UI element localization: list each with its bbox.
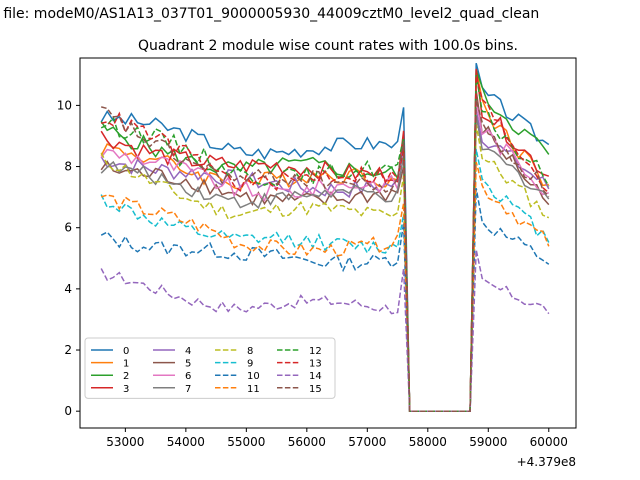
series-line-8 [100,124,550,412]
series-line-6 [100,100,549,412]
legend-label: 15 [309,384,322,395]
legend-label: 13 [309,359,322,370]
legend-label: 14 [309,371,322,382]
x-tick-label: 56000 [288,435,326,449]
series-line-9 [100,149,550,412]
y-tick-label: 0 [64,404,72,418]
y-tick-label: 4 [64,282,72,296]
legend-box [84,337,336,399]
x-tick-label: 55000 [227,435,265,449]
y-tick-label: 8 [64,160,72,174]
plot-frame [79,57,577,429]
series-line-12 [100,74,550,412]
figure-suptitle: n file: modeM0/AS1A13_037T01_9000005930_… [0,6,539,22]
x-tick-label: 59000 [469,435,507,449]
y-tick-label: 2 [64,343,72,357]
series-line-10 [100,188,550,412]
series-line-1 [100,69,549,412]
legend-label: 9 [247,359,253,370]
x-tick-label: 58000 [409,435,447,449]
legend-label: 3 [123,384,129,395]
x-tick-label: 57000 [348,435,386,449]
series-line-7 [100,115,550,412]
series-line-11 [100,161,550,412]
x-offset-label: +4.379e8 [517,455,576,469]
x-tick-label: 60000 [530,435,568,449]
series-lines [100,63,550,412]
legend-label: 5 [185,359,191,370]
series-line-2 [100,69,550,412]
chart-title: Quadrant 2 module wise count rates with … [138,38,518,54]
series-line-4 [100,109,550,412]
legend-label: 2 [123,371,129,382]
legend-label: 10 [247,371,260,382]
series-line-3 [100,68,550,412]
x-axis: 53000 54000 55000 56000 57000 58000 59000 60000 [106,428,568,449]
x-tick-label: 53000 [106,435,144,449]
y-axis: 0 2 4 6 8 10 [57,98,80,418]
y-tick-label: 10 [57,98,72,112]
x-tick-label: 54000 [167,435,205,449]
series-line-14 [100,249,550,412]
legend-label: 8 [247,346,253,357]
y-tick-label: 6 [64,221,72,235]
legend-label: 1 [123,359,129,370]
legend-label: 6 [185,371,191,382]
legend-label: 4 [185,346,191,357]
legend-label: 11 [247,384,260,395]
legend-label: 12 [309,346,322,357]
legend-label: 0 [123,346,129,357]
legend-label: 7 [185,384,191,395]
